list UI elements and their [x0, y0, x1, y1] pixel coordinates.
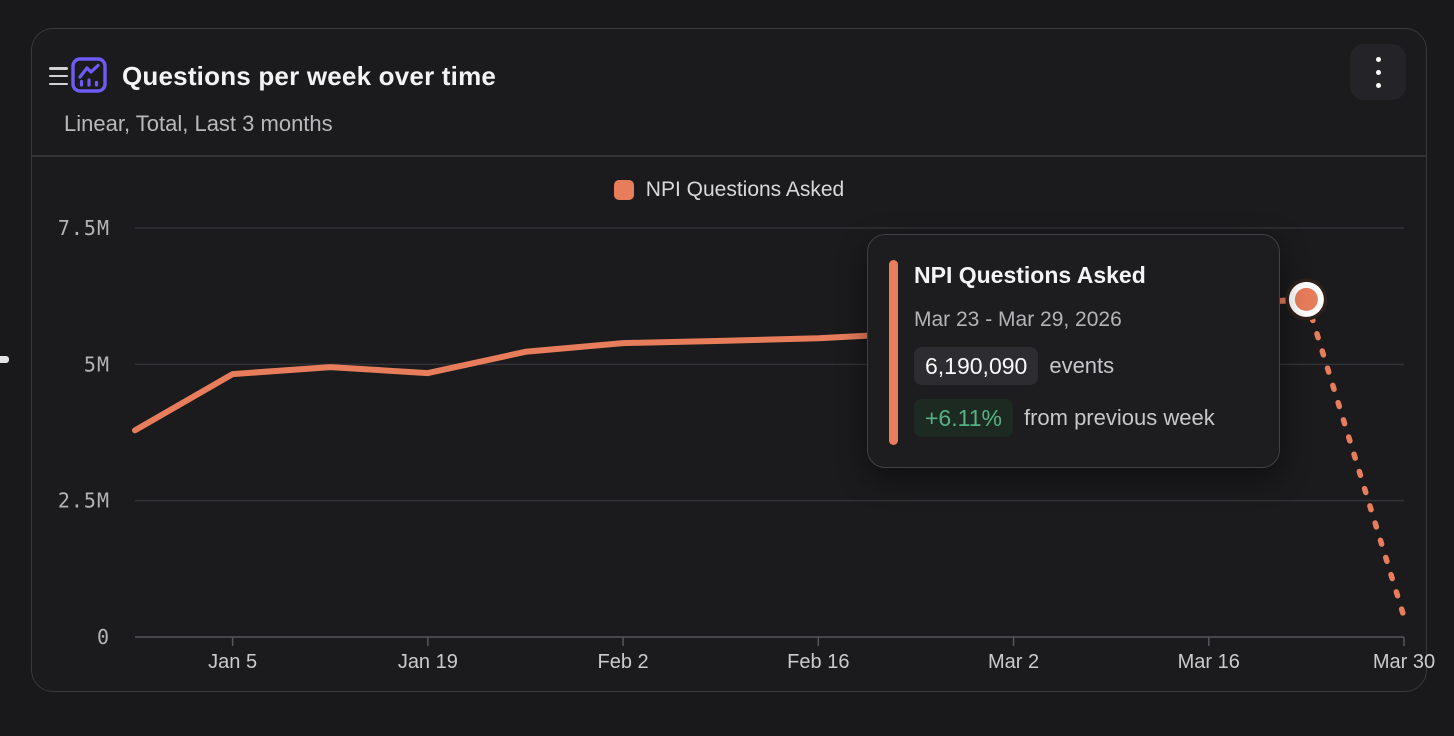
chart-card: Questions per week over time Linear, Tot… — [31, 28, 1427, 692]
header-divider — [32, 155, 1426, 157]
more-options-button[interactable] — [1350, 44, 1406, 100]
line-chart-icon — [70, 56, 108, 94]
tooltip-change-row: +6.11% from previous week — [914, 399, 1255, 437]
legend-swatch — [613, 180, 634, 200]
tooltip-date-range: Mar 23 - Mar 29, 2026 — [914, 308, 1122, 331]
tooltip-value-chip: 6,190,090 — [914, 347, 1039, 385]
drag-handle-icon[interactable] — [49, 65, 69, 87]
tooltip-change-suffix: from previous week — [1023, 405, 1215, 430]
legend-label: NPI Questions Asked — [645, 178, 845, 201]
tooltip-value-row: 6,190,090 events — [914, 347, 1255, 385]
page-title: Questions per week over time — [122, 61, 497, 91]
tooltip-change-chip: +6.11% — [914, 399, 1013, 437]
card-header: Questions per week over time Linear, Tot… — [32, 29, 1426, 155]
legend[interactable]: NPI Questions Asked — [32, 178, 1426, 202]
tooltip-series-accent-bar — [889, 260, 898, 445]
kebab-icon — [1375, 56, 1381, 88]
tooltip-value-suffix: events — [1049, 353, 1115, 378]
viewport-edge-marker — [0, 356, 9, 363]
chart-settings-summary: Linear, Total, Last 3 months — [64, 111, 333, 136]
tooltip-series-name: NPI Questions Asked — [914, 262, 1146, 288]
chart-tooltip: NPI Questions Asked Mar 23 - Mar 29, 202… — [867, 234, 1280, 468]
